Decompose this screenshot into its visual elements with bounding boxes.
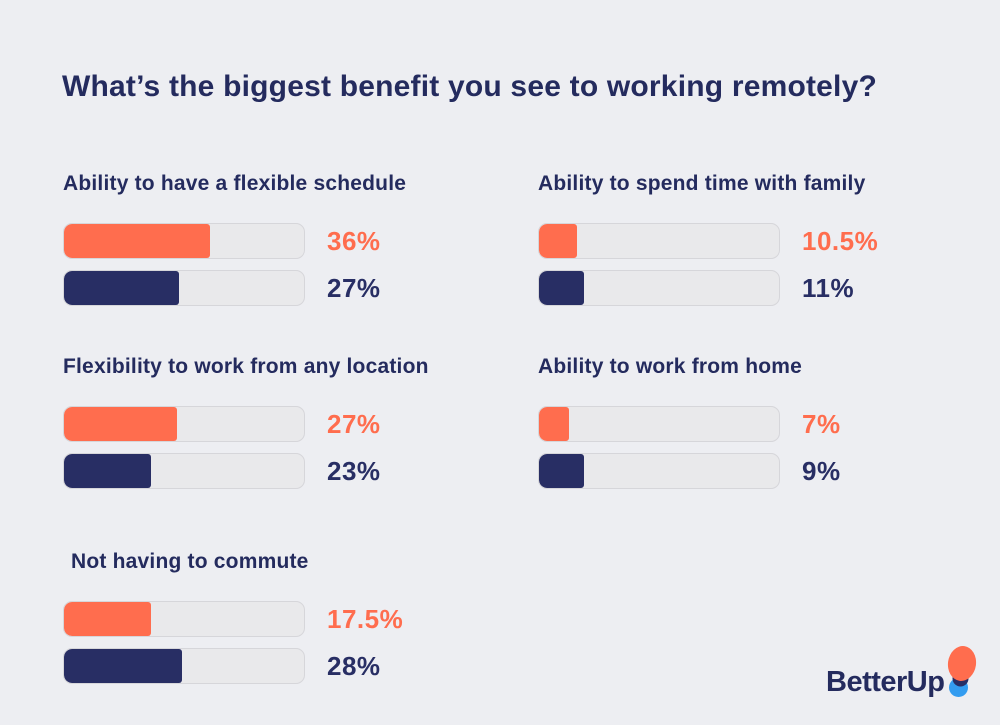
bar-track [538, 406, 780, 442]
bar-row: 17.5% [63, 601, 503, 637]
bar-row: 10.5% [538, 223, 978, 259]
bar-fill-orange [539, 224, 578, 258]
bar-row: 11% [538, 270, 978, 306]
chart-group-time-with-family: Ability to spend time with family 10.5% … [538, 172, 978, 306]
group-label: Not having to commute [71, 550, 309, 573]
bar-track [63, 453, 305, 489]
chart-group-any-location: Flexibility to work from any location 27… [63, 355, 503, 489]
bar-value-label: 36% [327, 226, 381, 256]
betterup-logo: BetterUp [826, 644, 978, 698]
bar-fill-orange [539, 407, 569, 441]
bar-value-label: 7% [802, 409, 841, 439]
page-title: What’s the biggest benefit you see to wo… [62, 70, 877, 103]
bar-track [63, 270, 305, 306]
bar-track [538, 223, 780, 259]
group-label: Flexibility to work from any location [63, 355, 429, 378]
bar-fill-orange [64, 602, 151, 636]
bar-value-label: 10.5% [802, 226, 879, 256]
bar-value-label: 9% [802, 456, 841, 486]
chart-group-flexible-schedule: Ability to have a flexible schedule 36% … [63, 172, 503, 306]
bar-track [538, 453, 780, 489]
bar-value-label: 11% [802, 273, 855, 303]
bar-track [538, 270, 780, 306]
bar-row: 28% [63, 648, 503, 684]
bar-row: 23% [63, 453, 503, 489]
bar-row: 27% [63, 406, 503, 442]
bar-fill-navy [64, 649, 183, 683]
bar-value-label: 17.5% [327, 604, 404, 634]
bar-value-label: 23% [327, 456, 381, 486]
group-label: Ability to spend time with family [538, 172, 866, 195]
bar-fill-orange [64, 407, 177, 441]
betterup-wordmark: BetterUp [826, 666, 945, 698]
bar-fill-navy [64, 454, 152, 488]
bar-track [63, 601, 305, 637]
bar-row: 9% [538, 453, 978, 489]
bar-track [63, 648, 305, 684]
bar-value-label: 27% [327, 409, 381, 439]
bar-row: 36% [63, 223, 503, 259]
bar-track [63, 406, 305, 442]
bar-fill-navy [64, 271, 180, 305]
bar-track [63, 223, 305, 259]
betterup-logo-icon [948, 646, 977, 697]
bar-row: 7% [538, 406, 978, 442]
chart-group-no-commute: Not having to commute 17.5% 28% [63, 550, 503, 684]
bar-row: 27% [63, 270, 503, 306]
chart-group-work-from-home: Ability to work from home 7% 9% [538, 355, 978, 489]
bar-value-label: 28% [327, 651, 381, 681]
bar-value-label: 27% [327, 273, 381, 303]
bar-fill-navy [539, 271, 584, 305]
bar-fill-navy [539, 454, 584, 488]
bar-fill-orange [64, 224, 211, 258]
group-label: Ability to work from home [538, 355, 803, 378]
group-label: Ability to have a flexible schedule [63, 172, 407, 195]
